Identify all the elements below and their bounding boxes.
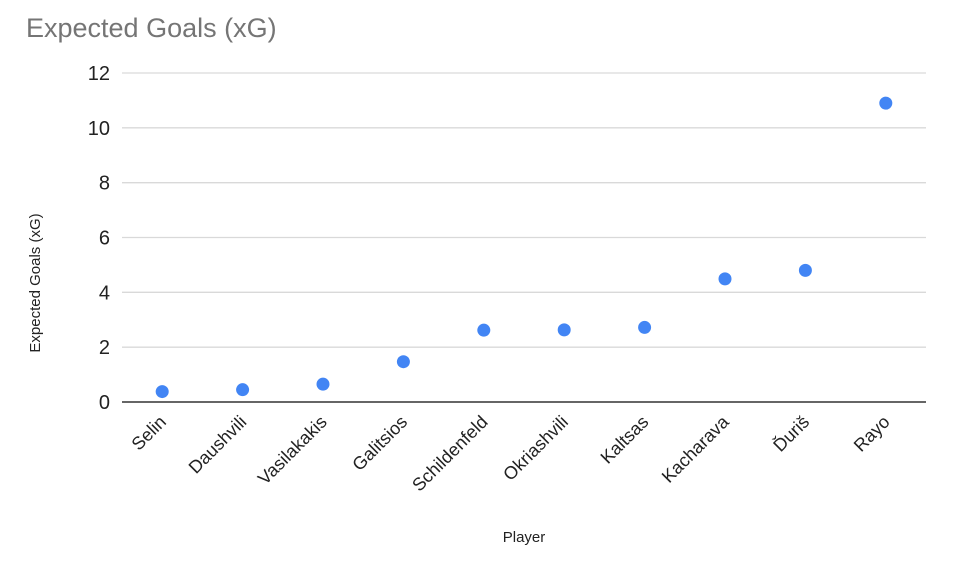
data-point xyxy=(638,320,652,334)
y-tick-label: 12 xyxy=(88,63,110,85)
data-point xyxy=(879,96,893,110)
data-point xyxy=(557,323,571,337)
data-point xyxy=(718,272,732,286)
data-point xyxy=(396,355,410,369)
y-axis-ticks: 0 2 4 6 8 10 12 xyxy=(88,63,110,414)
x-tick-label: Daushvili xyxy=(185,412,251,478)
x-tick-label: Rayo xyxy=(850,412,894,456)
y-axis-title: Expected Goals (xG) xyxy=(27,213,44,352)
y-tick-label: 4 xyxy=(99,282,110,304)
data-point xyxy=(477,323,491,337)
x-axis-ticks: Selin Daushvili Vasilakakis GalitsiosSchild… xyxy=(128,411,894,495)
y-tick-label: 8 xyxy=(99,173,110,195)
data-point xyxy=(316,377,330,391)
y-tick-label: 10 xyxy=(88,118,110,140)
x-tick-label: Kaltsas xyxy=(597,412,653,468)
x-tick-label: Kacharava xyxy=(658,411,734,487)
x-axis-title: Player xyxy=(503,529,546,546)
x-tick-label: Selin xyxy=(128,412,170,454)
x-tick-label: Okriashvili xyxy=(499,412,572,485)
x-tick-label: Schildenfeld xyxy=(408,412,491,495)
data-points xyxy=(155,96,893,399)
data-point xyxy=(798,263,812,277)
data-point xyxy=(155,385,169,399)
x-tick-label: Galitsios xyxy=(348,412,411,475)
x-tick-label: Vasilakakis xyxy=(254,412,331,489)
data-point xyxy=(236,383,250,397)
gridlines xyxy=(122,72,926,348)
y-tick-label: 6 xyxy=(99,228,110,250)
y-tick-label: 2 xyxy=(99,337,110,359)
y-tick-label: 0 xyxy=(99,392,110,414)
chart-title: Expected Goals (xG) xyxy=(26,13,277,43)
x-tick-label: Ďuriš xyxy=(769,412,813,456)
